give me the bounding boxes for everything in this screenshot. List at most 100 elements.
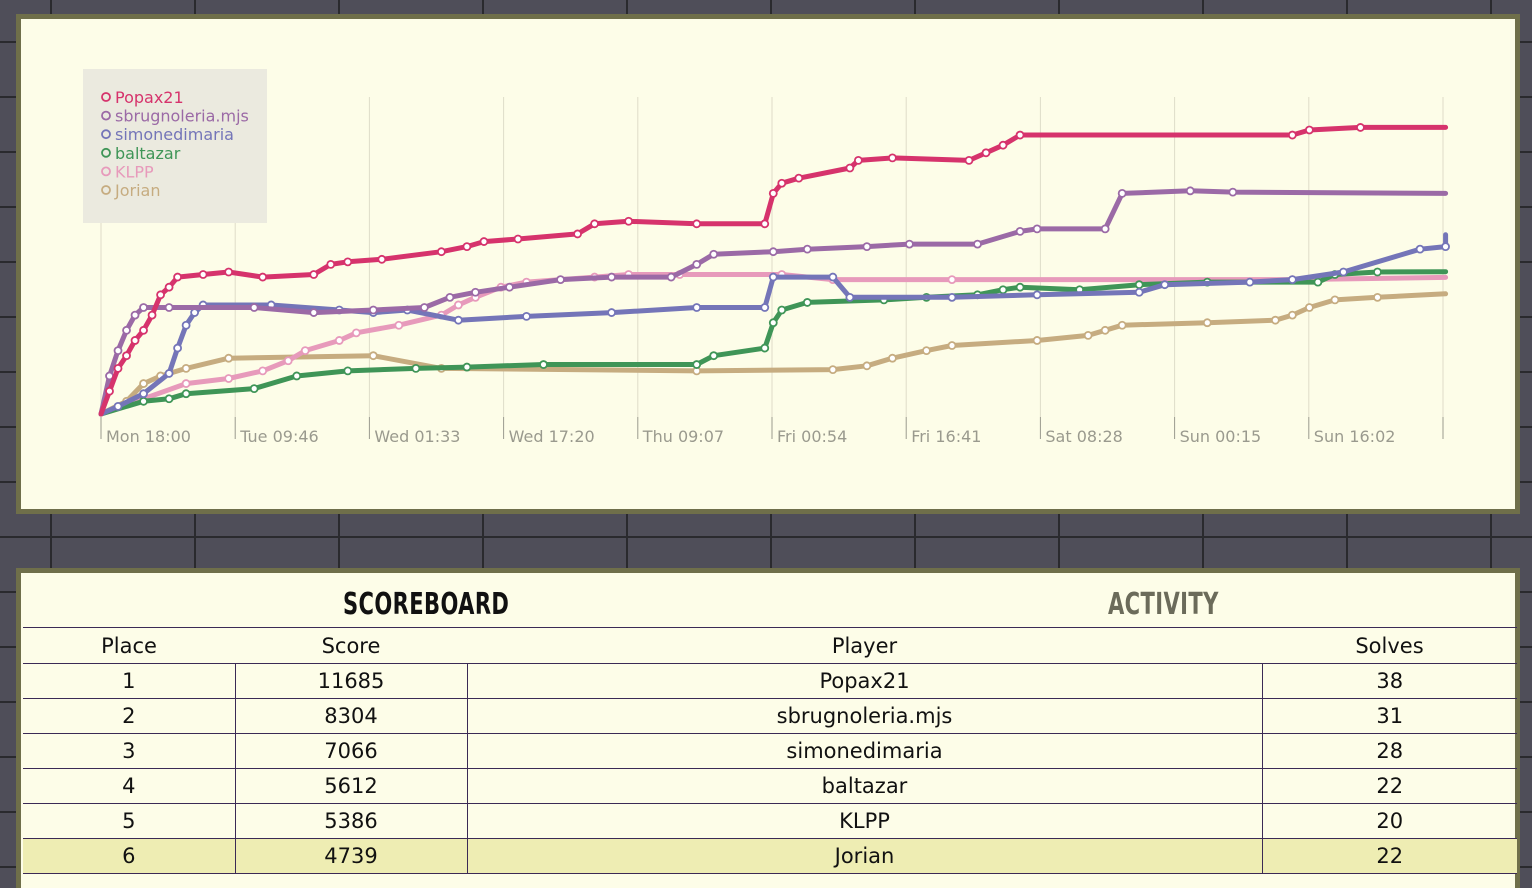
- data-point: [147, 310, 157, 320]
- data-point: [607, 308, 616, 317]
- table-row[interactable]: 1 11685 Popax21 38: [23, 663, 1517, 699]
- player-cell[interactable]: Jorian: [466, 838, 1263, 874]
- data-point: [479, 237, 489, 246]
- data-point: [419, 303, 429, 312]
- data-point: [998, 285, 1008, 295]
- data-point: [113, 346, 123, 356]
- player-cell[interactable]: KLPP: [466, 803, 1263, 839]
- column-header-place[interactable]: Place: [23, 627, 235, 664]
- data-point: [445, 292, 455, 302]
- data-point: [1117, 320, 1127, 330]
- data-point: [368, 351, 378, 361]
- player-cell[interactable]: simonedimaria: [466, 733, 1263, 769]
- data-point: [471, 287, 480, 297]
- legend-marker-icon: [101, 110, 111, 121]
- data-point: [309, 270, 319, 279]
- data-point: [292, 371, 302, 381]
- place-cell: 1: [23, 663, 236, 699]
- column-header-solves[interactable]: Solves: [1262, 627, 1517, 664]
- tab-activity[interactable]: ACTIVITY: [1108, 587, 1219, 622]
- data-point: [1287, 310, 1297, 320]
- place-cell: 6: [23, 838, 236, 874]
- data-point: [981, 148, 991, 158]
- place-cell: 4: [23, 768, 236, 804]
- data-point: [888, 153, 897, 163]
- data-point: [113, 401, 123, 411]
- data-point: [164, 282, 174, 292]
- data-point: [947, 292, 957, 302]
- tab-scoreboard[interactable]: SCOREBOARD: [343, 587, 510, 622]
- solves-cell: 20: [1261, 803, 1517, 839]
- data-point: [181, 363, 191, 373]
- data-point: [1015, 282, 1025, 292]
- data-point: [181, 320, 191, 330]
- data-point: [1356, 123, 1365, 132]
- data-point: [1415, 244, 1425, 254]
- data-point: [947, 341, 957, 350]
- series-line-Popax21: [98, 124, 1449, 417]
- data-point: [802, 298, 812, 307]
- data-point: [283, 356, 293, 366]
- data-point: [947, 275, 957, 284]
- data-point: [351, 328, 361, 338]
- player-cell[interactable]: Popax21: [466, 663, 1263, 699]
- data-point: [998, 140, 1008, 150]
- table-row[interactable]: 5 5386 KLPP 20: [23, 803, 1517, 839]
- x-tick-label: Fri 16:41: [911, 427, 981, 446]
- data-point: [1015, 130, 1025, 140]
- data-point: [692, 360, 702, 369]
- data-point: [1441, 242, 1450, 252]
- data-point: [190, 308, 200, 317]
- data-point: [768, 272, 778, 282]
- data-point: [513, 234, 523, 244]
- data-point: [334, 336, 344, 345]
- data-point: [1134, 280, 1144, 290]
- x-tick-label: Thu 09:07: [642, 427, 724, 446]
- data-point: [1228, 187, 1238, 197]
- legend-item-sbrugnoleria.mjs: sbrugnoleria.mjs: [115, 107, 249, 126]
- table-row[interactable]: 4 5612 baltazar 22: [23, 768, 1517, 804]
- score-cell: 7066: [234, 733, 468, 769]
- legend-item-KLPP: KLPP: [115, 162, 154, 181]
- data-point: [1373, 292, 1382, 302]
- column-header-player[interactable]: Player: [467, 627, 1262, 664]
- x-tick-label: Fri 00:54: [777, 427, 847, 446]
- data-point: [1032, 224, 1042, 234]
- data-point: [768, 318, 778, 328]
- player-cell[interactable]: sbrugnoleria.mjs: [466, 698, 1263, 734]
- tab-bar: SCOREBOARD ACTIVITY: [21, 573, 1515, 633]
- data-point: [1270, 315, 1280, 325]
- data-point: [828, 272, 838, 282]
- data-point: [1330, 295, 1340, 305]
- table-row[interactable]: 3 7066 simonedimaria 28: [23, 733, 1517, 769]
- data-point: [122, 351, 131, 361]
- data-point: [164, 303, 174, 312]
- data-point: [845, 292, 855, 302]
- data-point: [258, 366, 268, 376]
- x-tick-label: Wed 01:33: [374, 427, 460, 446]
- data-point: [224, 267, 234, 277]
- score-cell: 4739: [234, 838, 468, 874]
- data-point: [505, 282, 514, 292]
- data-point: [768, 247, 778, 257]
- data-point: [794, 173, 804, 183]
- legend-marker-icon: [101, 129, 111, 140]
- table-row-highlighted[interactable]: 6 4739 Jorian 22: [23, 838, 1517, 874]
- data-point: [760, 343, 770, 353]
- player-cell[interactable]: baltazar: [466, 768, 1263, 804]
- data-point: [105, 386, 114, 396]
- data-point: [224, 353, 234, 363]
- data-point: [368, 305, 378, 315]
- data-point: [905, 239, 914, 249]
- data-point: [462, 362, 472, 372]
- scoreboard-panel: SCOREBOARD ACTIVITY Place Score Player S…: [16, 568, 1520, 888]
- data-point: [130, 310, 140, 320]
- data-point: [1313, 277, 1323, 287]
- table-row[interactable]: 2 8304 sbrugnoleria.mjs 31: [23, 698, 1517, 734]
- data-point: [862, 361, 872, 371]
- column-header-score[interactable]: Score: [235, 627, 467, 664]
- data-point: [198, 270, 208, 279]
- data-point: [862, 242, 872, 252]
- place-cell: 5: [23, 803, 236, 839]
- legend-item-Jorian: Jorian: [114, 181, 160, 200]
